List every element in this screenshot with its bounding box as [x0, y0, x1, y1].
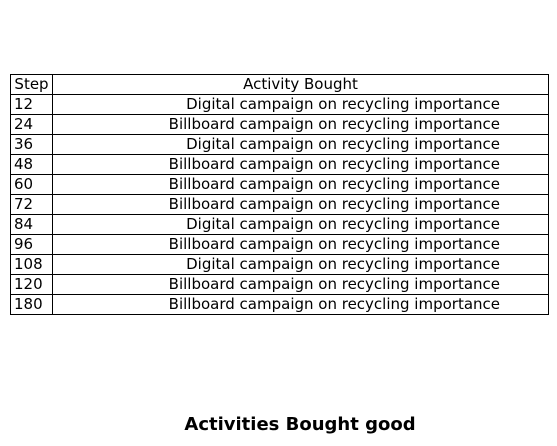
step-cell: 96 [10, 234, 53, 255]
step-cell: 36 [10, 134, 53, 155]
step-cell: 24 [10, 114, 53, 135]
activity-cell: Digital campaign on recycling importance [52, 134, 549, 155]
chart-title: Activities Bought good [184, 414, 416, 435]
table-row: 72 Billboard campaign on recycling import… [10, 194, 549, 215]
activity-cell: Digital campaign on recycling importance [52, 214, 549, 235]
step-cell: 120 [10, 274, 53, 295]
table-header-row: Step Activity Bought [10, 74, 549, 95]
step-cell: 12 [10, 94, 53, 115]
step-cell: 84 [10, 214, 53, 235]
activity-cell: Billboard campaign on recycling importan… [52, 274, 549, 295]
table-row: 84 Digital campaign on recycling importan… [10, 214, 549, 235]
table-body: 12 Digital campaign on recycling importan… [10, 94, 549, 315]
column-header-activity: Activity Bought [52, 74, 549, 95]
step-cell: 48 [10, 154, 53, 175]
activity-cell: Billboard campaign on recycling importan… [52, 194, 549, 215]
table-row: 96 Billboard campaign on recycling import… [10, 234, 549, 255]
table-row: 60 Billboard campaign on recycling import… [10, 174, 549, 195]
table-row: 180 Billboard campaign on recycling impor… [10, 294, 549, 315]
step-cell: 72 [10, 194, 53, 215]
activity-cell: Billboard campaign on recycling importan… [52, 174, 549, 195]
table-row: 24 Billboard campaign on recycling import… [10, 114, 549, 135]
table-row: 108 Digital campaign on recycling importa… [10, 254, 549, 275]
table-row: 12 Digital campaign on recycling importan… [10, 94, 549, 115]
activities-table-container: Step Activity Bought 12 Digital campaign … [10, 74, 549, 315]
activity-cell: Digital campaign on recycling importance [52, 94, 549, 115]
table-row: 120 Billboard campaign on recycling impor… [10, 274, 549, 295]
step-cell: 180 [10, 294, 53, 315]
activity-cell: Digital campaign on recycling importance [52, 254, 549, 275]
step-cell: 60 [10, 174, 53, 195]
column-header-step: Step [10, 74, 53, 95]
activities-table: Step Activity Bought 12 Digital campaign … [10, 74, 549, 315]
activity-cell: Billboard campaign on recycling importan… [52, 294, 549, 315]
activity-cell: Billboard campaign on recycling importan… [52, 154, 549, 175]
activity-cell: Billboard campaign on recycling importan… [52, 234, 549, 255]
table-row: 48 Billboard campaign on recycling import… [10, 154, 549, 175]
activity-cell: Billboard campaign on recycling importan… [52, 114, 549, 135]
step-cell: 108 [10, 254, 53, 275]
table-row: 36 Digital campaign on recycling importan… [10, 134, 549, 155]
